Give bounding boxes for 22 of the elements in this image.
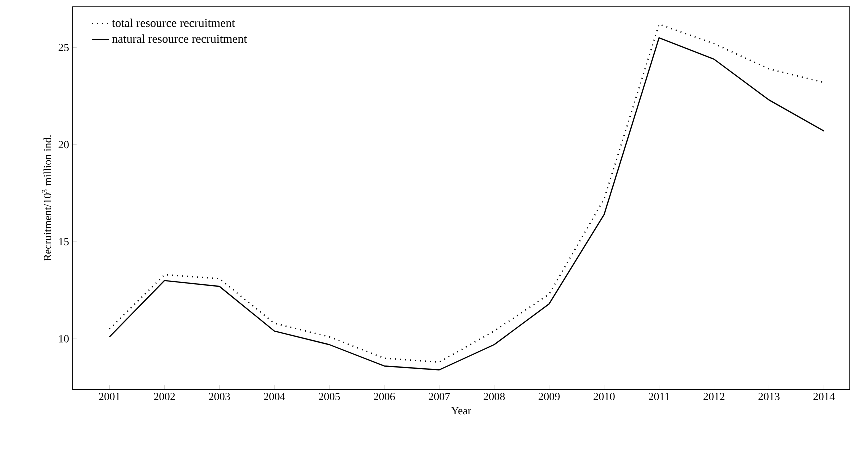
- y-axis-title: Recruitment/10$^{3}$ million ind.: [42, 135, 52, 262]
- y-tick-label: 15: [59, 238, 69, 246]
- x-tick-label: 2002: [154, 392, 176, 400]
- x-tick-label: 2007: [428, 392, 450, 400]
- legend-label: total resource recruitment: [112, 18, 236, 28]
- x-tick-label: 2013: [758, 392, 780, 400]
- x-tick-label: 2010: [594, 392, 615, 400]
- x-tick-label: 2004: [264, 392, 286, 400]
- x-tick-label: 2011: [649, 392, 670, 400]
- y-tick-label: 20: [58, 140, 69, 148]
- x-tick-label: 2001: [99, 392, 120, 400]
- x-tick-label: 2006: [374, 392, 396, 400]
- x-tick-label: 2009: [538, 392, 560, 400]
- y-tick-label: 25: [58, 44, 69, 52]
- x-tick-label: 2014: [814, 392, 835, 400]
- legend-label: natural resource recruitment: [112, 34, 248, 43]
- x-tick-label: 2012: [704, 392, 725, 400]
- y-tick-label: 10: [59, 335, 69, 343]
- x-tick-label: 2008: [484, 392, 506, 400]
- x-tick-label: 2005: [319, 392, 340, 400]
- x-tick-label: 2003: [209, 392, 230, 400]
- x-axis-title: Year: [451, 407, 472, 414]
